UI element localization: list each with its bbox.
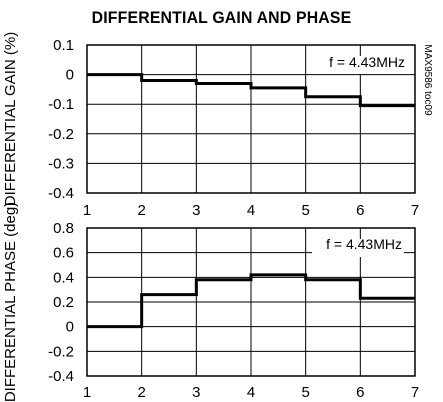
y-tick-label: 0.8 — [53, 220, 74, 237]
x-tick-label: 1 — [83, 384, 91, 401]
x-tick-label: 5 — [301, 384, 309, 401]
y-axis-label: DIFFERENTIAL GAIN (%) — [2, 32, 19, 206]
data-step-line — [87, 273, 415, 329]
x-tick-label: 5 — [301, 202, 309, 219]
y-tick-label: 0.6 — [53, 245, 74, 262]
y-tick-label: -0.4 — [48, 368, 74, 385]
y-axis-label: DIFFERENTIAL PHASE (deg) — [2, 202, 19, 402]
gain-panel: 1 2 3 4 5 6 7 0.1 0 -0.1 -0.2 -0.3 -0.4 f = 4.43MHz DI… — [2, 32, 419, 219]
x-tick-label: 7 — [411, 384, 419, 401]
x-tick-label: 1 — [83, 202, 91, 219]
y-tick-label: -0.2 — [48, 343, 74, 360]
x-tick-label: 3 — [192, 384, 200, 401]
annotation-background — [312, 239, 404, 257]
y-tick-label: 0.2 — [53, 294, 74, 311]
x-tick-label: 6 — [356, 202, 364, 219]
y-tick-label: -0.2 — [48, 126, 74, 143]
y-tick-label: -0.4 — [48, 185, 74, 202]
chart-title: DIFFERENTIAL GAIN AND PHASE — [91, 8, 352, 27]
plot-frame — [86, 44, 416, 194]
x-tick-label: 6 — [356, 384, 364, 401]
y-tick-label: 0.1 — [53, 37, 74, 54]
x-tick-label: 4 — [247, 202, 255, 219]
frequency-annotation: f = 4.43MHz — [329, 54, 405, 70]
y-tick-label: -0.3 — [48, 155, 74, 172]
x-tick-label: 4 — [247, 384, 255, 401]
annotation-background — [310, 56, 407, 74]
x-tick-label: 2 — [137, 202, 145, 219]
x-tick-label: 2 — [137, 384, 145, 401]
y-tick-label: 0 — [66, 67, 74, 84]
x-tick-label: 7 — [411, 202, 419, 219]
phase-panel: 1 2 3 4 5 6 7 0.8 0.6 0.4 0.2 0 -0.2 -0.4 f = 4.43MHz D… — [2, 202, 419, 402]
frequency-annotation: f = 4.43MHz — [326, 236, 402, 252]
data-step-line — [87, 73, 415, 108]
y-tick-label: -0.1 — [48, 96, 74, 113]
y-tick-label: 0.4 — [53, 269, 74, 286]
plot-frame — [86, 227, 416, 377]
part-code-label: MAX9586 toc09 — [422, 44, 433, 116]
y-tick-label: 0 — [66, 319, 74, 336]
x-tick-label: 3 — [192, 202, 200, 219]
